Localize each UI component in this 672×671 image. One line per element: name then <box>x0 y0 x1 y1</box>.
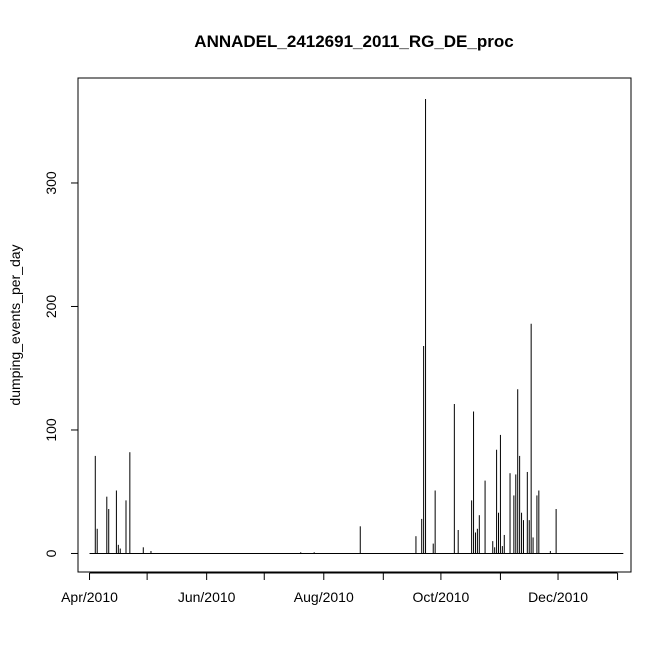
chart-title: ANNADEL_2412691_2011_RG_DE_proc <box>194 32 513 51</box>
y-axis-label: dumping_events_per_day <box>7 244 23 405</box>
x-tick-label: Aug/2010 <box>294 589 354 605</box>
x-tick-label: Dec/2010 <box>528 589 588 605</box>
x-tick-label: Apr/2010 <box>61 589 118 605</box>
x-axis: Apr/2010 Jun/2010 Aug/2010 Oct/2010 Dec/2010 <box>61 572 619 605</box>
plot-frame <box>77 77 632 573</box>
data-bars <box>89 98 624 554</box>
y-tick-label: 300 <box>43 171 59 195</box>
y-tick-label: 200 <box>43 295 59 319</box>
y-tick-label: 100 <box>43 418 59 442</box>
x-tick-label: Oct/2010 <box>412 589 469 605</box>
y-tick-label: 0 <box>43 549 59 557</box>
y-axis: 0 100 200 300 <box>43 171 79 557</box>
x-tick-label: Jun/2010 <box>178 589 236 605</box>
